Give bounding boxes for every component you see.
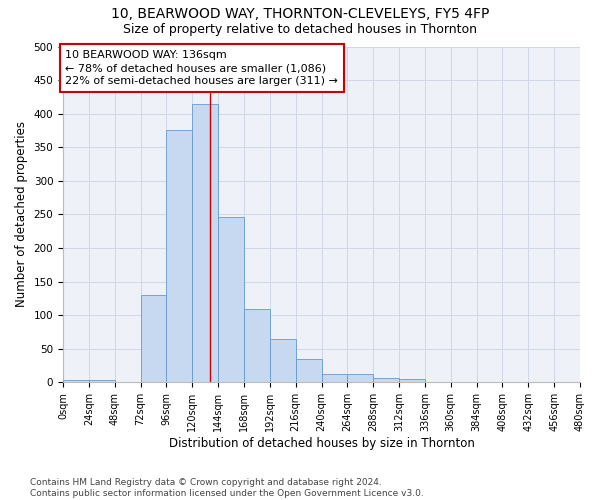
Text: 10 BEARWOOD WAY: 136sqm
← 78% of detached houses are smaller (1,086)
22% of semi: 10 BEARWOOD WAY: 136sqm ← 78% of detache…: [65, 50, 338, 86]
Bar: [192, 104, 218, 382]
Y-axis label: Number of detached properties: Number of detached properties: [15, 122, 28, 308]
X-axis label: Distribution of detached houses by size in Thornton: Distribution of detached houses by size …: [169, 437, 475, 450]
Bar: [89, 380, 115, 382]
Bar: [270, 339, 296, 382]
Bar: [166, 130, 192, 382]
Bar: [399, 379, 425, 382]
Bar: [140, 295, 166, 382]
Bar: [244, 308, 270, 382]
Bar: [63, 380, 89, 382]
Text: Contains HM Land Registry data © Crown copyright and database right 2024.
Contai: Contains HM Land Registry data © Crown c…: [30, 478, 424, 498]
Bar: [347, 374, 373, 382]
Bar: [322, 374, 347, 382]
Bar: [296, 359, 322, 382]
Bar: [373, 378, 399, 382]
Text: 10, BEARWOOD WAY, THORNTON-CLEVELEYS, FY5 4FP: 10, BEARWOOD WAY, THORNTON-CLEVELEYS, FY…: [111, 8, 489, 22]
Bar: [218, 216, 244, 382]
Text: Size of property relative to detached houses in Thornton: Size of property relative to detached ho…: [123, 22, 477, 36]
